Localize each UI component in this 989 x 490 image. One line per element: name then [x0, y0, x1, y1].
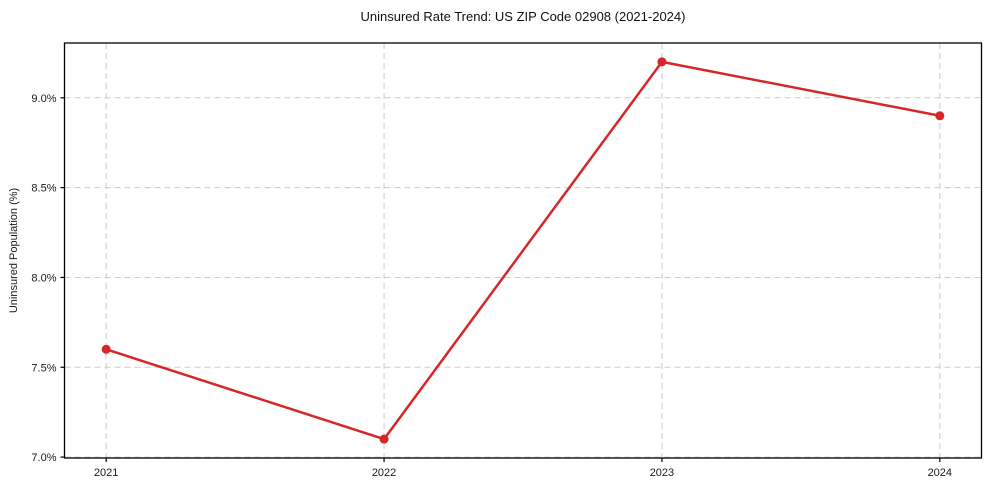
y-tick-label: 8.0%	[31, 272, 56, 284]
data-point-2024	[935, 111, 945, 121]
data-point-2023	[657, 57, 667, 67]
y-tick-label: 7.5%	[31, 362, 56, 374]
x-tick-label: 2024	[928, 467, 952, 479]
chart-title: Uninsured Rate Trend: US ZIP Code 02908 …	[361, 9, 686, 24]
series-layer	[101, 57, 945, 444]
x-tick-label: 2023	[650, 467, 674, 479]
y-tick-label: 9.0%	[31, 93, 56, 105]
grid-layer	[64, 43, 982, 458]
trend-line	[104, 60, 942, 441]
y-axis-label: Uninsured Population (%)	[8, 188, 20, 313]
x-tick-label: 2022	[372, 467, 396, 479]
axes-layer: 2021 2022 2023 2024 7.0% 7.5% 8.0% 8.5% 9.0%	[31, 42, 983, 479]
y-tick-label: 7.0%	[31, 452, 56, 464]
data-point-2022	[379, 434, 389, 444]
x-tick-label: 2021	[94, 467, 118, 479]
data-point-2021	[101, 344, 111, 354]
y-tick-label: 8.5%	[31, 183, 56, 195]
plot-border	[63, 42, 983, 459]
